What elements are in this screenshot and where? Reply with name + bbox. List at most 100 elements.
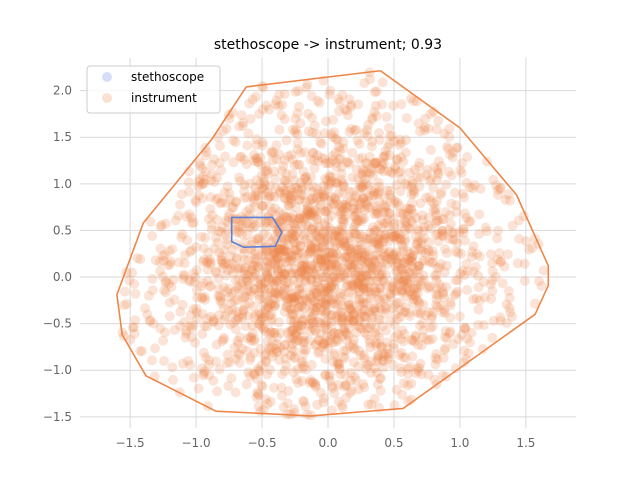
instrument-point	[391, 266, 402, 277]
instrument-point	[429, 270, 440, 281]
instrument-point	[371, 111, 382, 121]
instrument-point	[245, 114, 256, 124]
instrument-point	[225, 319, 236, 330]
instrument-point	[339, 240, 350, 251]
instrument-point	[224, 188, 235, 199]
instrument-point	[344, 260, 355, 271]
instrument-point	[336, 214, 347, 225]
instrument-point	[234, 357, 245, 368]
instrument-point	[441, 248, 452, 259]
instrument-point	[331, 299, 342, 310]
instrument-point	[295, 266, 306, 277]
instrument-point	[444, 131, 455, 142]
instrument-point	[344, 232, 355, 243]
instrument-point	[353, 267, 364, 278]
instrument-point	[383, 351, 394, 362]
instrument-point	[433, 215, 443, 226]
instrument-point	[269, 203, 280, 214]
instrument-point	[428, 250, 439, 261]
instrument-point	[227, 202, 238, 213]
instrument-point	[256, 380, 267, 391]
instrument-point	[359, 257, 370, 268]
instrument-point	[202, 275, 213, 286]
instrument-point	[327, 297, 338, 308]
instrument-point	[359, 305, 370, 316]
instrument-point	[389, 400, 400, 411]
instrument-point	[324, 240, 335, 251]
instrument-point	[205, 311, 216, 322]
instrument-point	[261, 221, 272, 232]
instrument-point	[282, 297, 293, 308]
instrument-point	[256, 250, 267, 261]
instrument-point	[205, 175, 216, 186]
instrument-point	[366, 289, 377, 300]
instrument-point	[306, 172, 316, 182]
instrument-point	[357, 181, 368, 192]
instrument-point	[408, 298, 419, 309]
instrument-point	[293, 289, 304, 300]
instrument-point	[345, 387, 355, 398]
instrument-point	[400, 147, 411, 158]
instrument-point	[184, 275, 195, 286]
instrument-point	[284, 333, 295, 344]
instrument-point	[266, 287, 276, 298]
instrument-point	[386, 228, 396, 239]
instrument-point	[295, 147, 306, 158]
instrument-point	[184, 166, 194, 177]
instrument-point	[364, 201, 375, 212]
instrument-point	[388, 285, 399, 296]
instrument-point	[314, 97, 325, 108]
instrument-point	[224, 357, 235, 368]
instrument-point	[251, 309, 262, 320]
instrument-point	[358, 166, 369, 177]
instrument-point	[258, 312, 269, 323]
instrument-point	[373, 313, 384, 324]
instrument-point	[315, 200, 326, 211]
instrument-point	[263, 272, 273, 283]
instrument-point	[220, 258, 231, 269]
instrument-point	[217, 263, 228, 273]
instrument-point	[274, 291, 285, 302]
instrument-point	[455, 268, 466, 279]
instrument-point	[404, 167, 415, 178]
instrument-point	[504, 195, 515, 206]
instrument-point	[253, 390, 264, 401]
instrument-point	[303, 238, 314, 249]
instrument-point	[359, 205, 370, 215]
instrument-point	[400, 225, 410, 235]
instrument-point	[306, 314, 317, 324]
instrument-point	[336, 168, 347, 179]
instrument-point	[321, 330, 332, 341]
instrument-point	[163, 260, 174, 271]
instrument-point	[259, 277, 270, 288]
instrument-point	[228, 267, 239, 278]
instrument-point	[287, 324, 298, 335]
instrument-point	[301, 260, 312, 271]
instrument-point	[262, 262, 273, 273]
instrument-point	[447, 152, 458, 163]
instrument-point	[346, 266, 357, 277]
instrument-point	[374, 186, 385, 197]
instrument-point	[344, 244, 354, 255]
instrument-point	[377, 77, 388, 88]
instrument-point	[401, 274, 412, 285]
instrument-point	[315, 387, 326, 398]
instrument-point	[238, 306, 249, 317]
instrument-point	[309, 297, 320, 308]
instrument-point	[358, 193, 369, 204]
instrument-point	[329, 259, 340, 270]
instrument-point	[288, 317, 299, 328]
instrument-point	[389, 219, 400, 229]
instrument-point	[305, 208, 316, 219]
instrument-point	[323, 294, 334, 305]
instrument-point	[282, 178, 293, 189]
instrument-point	[300, 271, 311, 282]
tick-labels: −1.5 −1.0 −0.5 0.0 0.5 1.0 1.5−1.5−1.0−0.50.00…	[43, 84, 536, 450]
instrument-point	[310, 284, 321, 295]
instrument-point	[293, 268, 304, 279]
instrument-point	[386, 130, 397, 141]
instrument-point	[452, 238, 463, 248]
instrument-point	[310, 269, 321, 280]
instrument-point	[473, 304, 484, 315]
